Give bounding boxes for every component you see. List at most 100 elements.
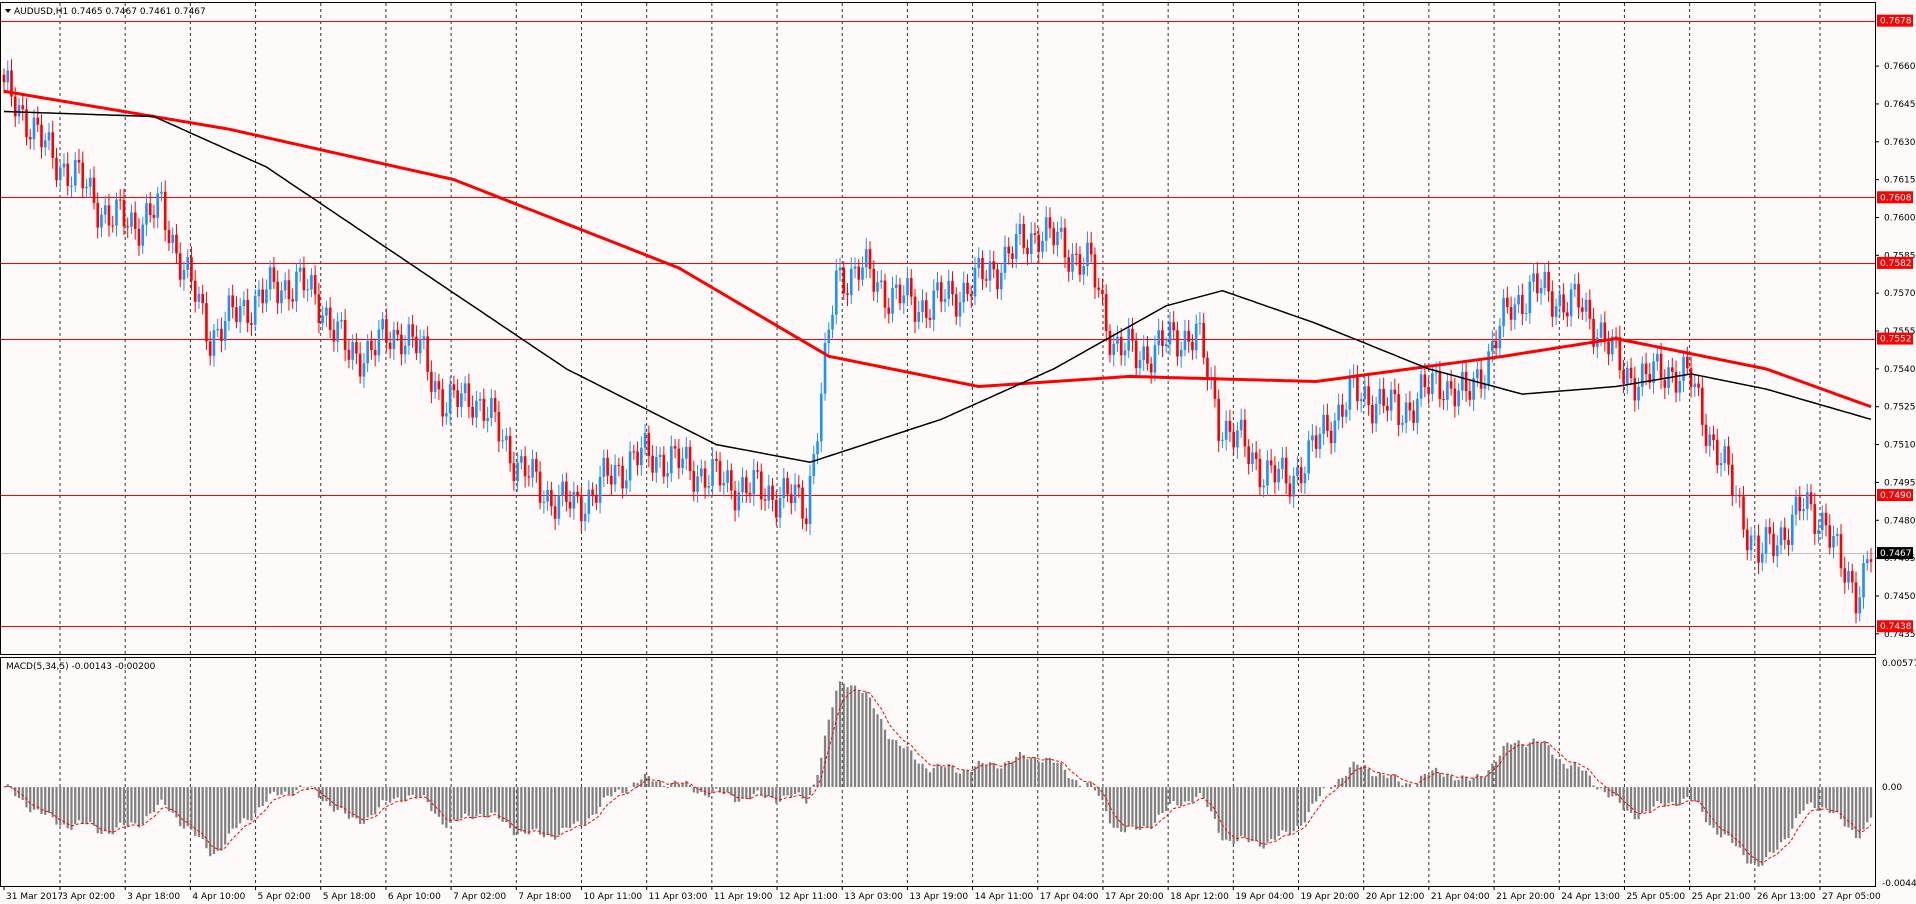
price-tick-label: 0.7525	[1884, 403, 1916, 413]
time-tick-label: 3 Apr 02:00	[62, 892, 115, 902]
candle-body	[647, 433, 651, 456]
candle-body	[145, 203, 148, 225]
candle-body	[1142, 346, 1146, 360]
candle-body	[478, 398, 482, 401]
candle-body	[891, 287, 894, 314]
candle-body	[1251, 452, 1254, 465]
candle-body	[681, 458, 684, 468]
candle-body	[1262, 485, 1265, 488]
candle-body	[156, 193, 160, 218]
candle-body	[1607, 341, 1610, 355]
candle-body	[1359, 399, 1363, 402]
candle-body	[467, 383, 471, 407]
candle-body	[1007, 246, 1011, 254]
candle-body	[879, 280, 883, 283]
level-price-label: 0.7552	[1880, 335, 1912, 345]
candle-body	[729, 470, 733, 491]
macd-tick-label: 0.00	[1882, 783, 1902, 793]
time-tick-label: 19 Apr 20:00	[1301, 892, 1360, 902]
candle-body	[1790, 514, 1794, 545]
candle-body	[733, 490, 737, 511]
candle-body	[1547, 272, 1550, 292]
candle-body	[568, 501, 572, 509]
candle-body	[1772, 533, 1775, 556]
candle-body	[141, 224, 145, 246]
candle-body	[1513, 304, 1517, 320]
candles	[2, 59, 1873, 624]
candle-body	[212, 330, 216, 356]
candle-body	[1603, 322, 1607, 342]
candle-body	[1835, 534, 1839, 536]
candle-body	[1637, 386, 1640, 401]
candle-body	[1374, 403, 1378, 424]
candle-body	[1622, 370, 1625, 384]
candle-body	[816, 441, 819, 455]
candle-body	[1446, 381, 1449, 400]
candle-body	[1168, 322, 1172, 345]
candle-body	[1273, 465, 1277, 483]
candle-body	[1569, 289, 1573, 317]
candle-body	[122, 199, 126, 227]
candle-body	[1479, 369, 1483, 389]
candle-body	[1539, 287, 1543, 294]
candle-body	[1119, 336, 1123, 356]
macd-title: MACD(5,34,5) -0.00143 -0.00200	[6, 662, 156, 672]
candle-body	[17, 105, 21, 117]
candle-body	[909, 277, 913, 297]
candle-body	[718, 460, 722, 486]
price-tick-label: 0.7450	[1884, 592, 1916, 602]
candle-body	[1348, 378, 1352, 410]
candle-body	[943, 298, 947, 302]
candle-body	[437, 381, 441, 390]
candle-body	[951, 280, 954, 295]
candle-body	[1626, 367, 1629, 384]
candle-body	[550, 489, 553, 507]
candle-body	[358, 353, 362, 377]
candle-body	[1749, 535, 1753, 551]
candle-body	[1116, 336, 1119, 344]
chart-menu-arrow-icon[interactable]	[5, 9, 11, 13]
level-price-tag	[1877, 191, 1913, 204]
candle-body	[452, 384, 456, 391]
candle-body	[1416, 398, 1419, 423]
candle-body	[1644, 363, 1648, 375]
candle-body	[924, 300, 928, 318]
candle-body	[1783, 527, 1787, 540]
candle-body	[471, 406, 474, 418]
time-tick-label: 19 Apr 04:00	[1235, 892, 1294, 902]
candle-body	[115, 199, 118, 226]
candle-body	[1858, 597, 1862, 614]
candle-body	[1850, 571, 1854, 583]
level-price-label: 0.7582	[1880, 259, 1912, 269]
candle-body	[613, 465, 617, 485]
candle-body	[171, 234, 175, 244]
candle-body	[1078, 254, 1082, 275]
candle-body	[774, 499, 778, 518]
candle-body	[1685, 356, 1689, 369]
candle-body	[1566, 312, 1569, 317]
candle-body	[1153, 345, 1157, 373]
candle-body	[10, 70, 13, 97]
candle-body	[632, 451, 636, 453]
candle-body	[21, 105, 25, 110]
candle-body	[864, 249, 868, 268]
candle-body	[1869, 559, 1873, 562]
candle-body	[1329, 430, 1333, 444]
candle-body	[1033, 233, 1037, 235]
candle-body	[1404, 402, 1408, 423]
candle-body	[1674, 371, 1678, 393]
candle-body	[1288, 483, 1292, 497]
horizontal-levels[interactable]	[1, 21, 1876, 627]
candle-body	[973, 267, 977, 297]
candle-body	[1521, 294, 1524, 314]
macd-tick-label: -0.00445	[1882, 879, 1916, 889]
candle-body	[1029, 233, 1033, 254]
price-tick-label: 0.7645	[1884, 100, 1916, 110]
candle-body	[666, 473, 669, 477]
time-tick-label: 5 Apr 18:00	[323, 892, 376, 902]
candle-body	[283, 280, 287, 291]
candle-body	[1048, 217, 1052, 229]
candle-body	[62, 163, 66, 168]
candle-body	[640, 447, 643, 466]
